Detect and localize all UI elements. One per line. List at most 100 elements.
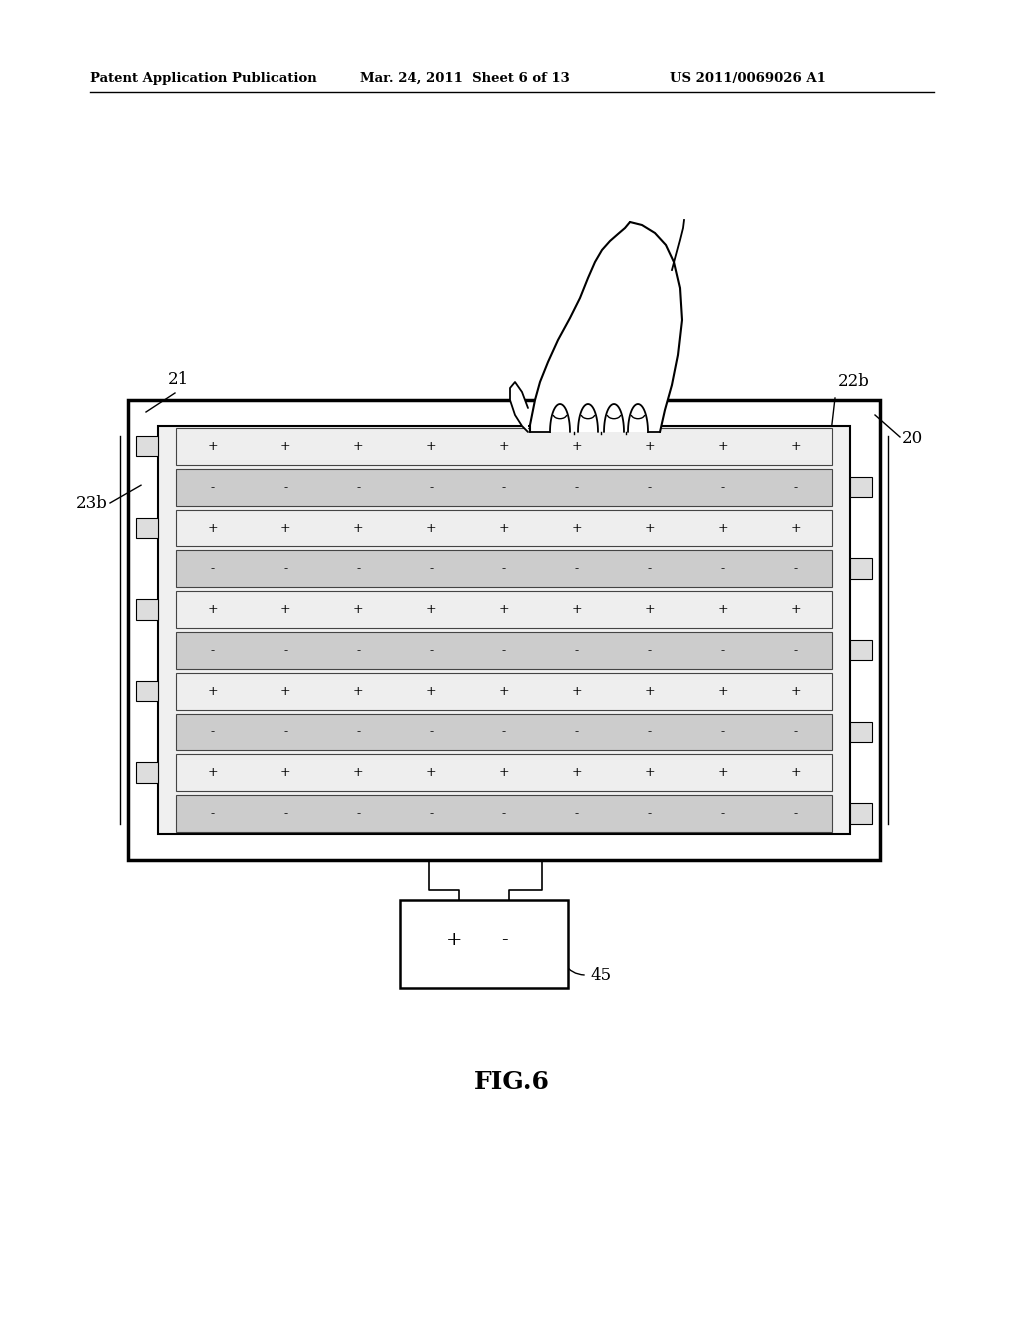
Text: -: - xyxy=(794,644,798,657)
Text: -: - xyxy=(648,644,652,657)
Bar xyxy=(176,510,831,546)
Text: +: + xyxy=(426,440,436,453)
Text: -: - xyxy=(210,480,214,494)
Text: 20: 20 xyxy=(902,430,924,447)
Text: -: - xyxy=(356,726,360,738)
Text: -: - xyxy=(284,562,288,576)
Polygon shape xyxy=(510,381,528,432)
Bar xyxy=(136,517,158,539)
Bar xyxy=(176,632,831,669)
Text: +: + xyxy=(426,767,436,779)
Bar xyxy=(136,681,158,701)
Polygon shape xyxy=(578,404,598,432)
Text: +: + xyxy=(718,440,728,453)
Text: +: + xyxy=(644,603,655,616)
Text: -: - xyxy=(356,807,360,820)
Text: +: + xyxy=(644,521,655,535)
Bar xyxy=(158,426,850,834)
Text: -: - xyxy=(501,931,508,949)
Bar xyxy=(850,640,872,660)
Text: -: - xyxy=(502,480,506,494)
Text: -: - xyxy=(502,726,506,738)
Text: -: - xyxy=(721,726,725,738)
Bar xyxy=(128,400,880,861)
Text: -: - xyxy=(429,726,433,738)
Text: -: - xyxy=(284,644,288,657)
Text: -: - xyxy=(502,644,506,657)
Text: -: - xyxy=(210,562,214,576)
Text: -: - xyxy=(284,807,288,820)
Text: +: + xyxy=(499,521,509,535)
Text: +: + xyxy=(353,767,364,779)
Text: +: + xyxy=(718,685,728,698)
Text: +: + xyxy=(791,603,801,616)
Text: 23b: 23b xyxy=(76,495,108,511)
Text: +: + xyxy=(718,521,728,535)
Text: +: + xyxy=(207,767,218,779)
Text: +: + xyxy=(499,603,509,616)
Bar xyxy=(850,722,872,742)
Text: -: - xyxy=(429,480,433,494)
Text: -: - xyxy=(721,644,725,657)
Text: +: + xyxy=(571,521,583,535)
Text: 21: 21 xyxy=(168,371,189,388)
Text: -: - xyxy=(794,562,798,576)
Text: +: + xyxy=(445,931,462,949)
Text: +: + xyxy=(791,521,801,535)
Text: -: - xyxy=(721,480,725,494)
Text: -: - xyxy=(502,562,506,576)
Bar xyxy=(176,591,831,628)
Text: -: - xyxy=(210,644,214,657)
Text: +: + xyxy=(280,685,291,698)
Text: +: + xyxy=(353,603,364,616)
Text: -: - xyxy=(648,480,652,494)
Text: +: + xyxy=(426,521,436,535)
Text: +: + xyxy=(571,767,583,779)
Bar xyxy=(176,673,831,710)
Text: +: + xyxy=(499,767,509,779)
Text: -: - xyxy=(429,644,433,657)
Text: +: + xyxy=(791,685,801,698)
Polygon shape xyxy=(530,405,660,432)
Text: +: + xyxy=(791,767,801,779)
Text: +: + xyxy=(353,521,364,535)
Polygon shape xyxy=(604,404,624,432)
Bar xyxy=(850,477,872,498)
Polygon shape xyxy=(628,404,648,432)
Text: +: + xyxy=(644,440,655,453)
Text: +: + xyxy=(718,767,728,779)
Text: -: - xyxy=(794,807,798,820)
Text: +: + xyxy=(499,685,509,698)
Text: -: - xyxy=(429,807,433,820)
Text: -: - xyxy=(502,807,506,820)
Text: Mar. 24, 2011  Sheet 6 of 13: Mar. 24, 2011 Sheet 6 of 13 xyxy=(360,73,569,84)
Text: +: + xyxy=(353,440,364,453)
Bar xyxy=(176,755,831,791)
Text: 22b: 22b xyxy=(838,374,869,389)
Text: -: - xyxy=(794,480,798,494)
Text: +: + xyxy=(791,440,801,453)
Bar xyxy=(136,436,158,457)
Text: -: - xyxy=(574,644,579,657)
Bar xyxy=(400,900,568,987)
Text: +: + xyxy=(207,685,218,698)
Bar xyxy=(176,469,831,506)
Text: -: - xyxy=(794,726,798,738)
Polygon shape xyxy=(530,222,682,432)
Text: +: + xyxy=(280,521,291,535)
Text: -: - xyxy=(284,480,288,494)
Bar xyxy=(176,428,831,465)
Text: +: + xyxy=(426,685,436,698)
Text: -: - xyxy=(356,480,360,494)
Bar xyxy=(850,804,872,824)
Text: -: - xyxy=(648,562,652,576)
Bar xyxy=(136,763,158,783)
Text: -: - xyxy=(721,807,725,820)
Text: +: + xyxy=(353,685,364,698)
Text: FIG.6: FIG.6 xyxy=(474,1071,550,1094)
Text: +: + xyxy=(426,603,436,616)
Text: -: - xyxy=(356,644,360,657)
Text: +: + xyxy=(571,440,583,453)
Text: +: + xyxy=(280,767,291,779)
Polygon shape xyxy=(550,404,570,432)
